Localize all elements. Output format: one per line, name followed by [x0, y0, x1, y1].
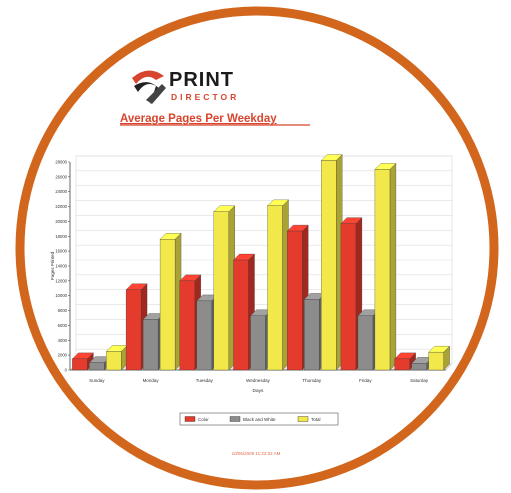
bar-black-and-white [142, 313, 165, 371]
bar-total [267, 199, 289, 371]
bar-front [357, 315, 374, 371]
bar-side [389, 163, 397, 371]
y-tick-label: 8000 [58, 308, 68, 313]
y-tick-label: 22000 [55, 204, 67, 209]
bar-total [428, 345, 451, 371]
bar-total [374, 163, 397, 371]
circle-frame [15, 6, 499, 490]
print-director-logo: PRINT DIRECTOR [132, 69, 239, 104]
y-tick-label: 12000 [55, 278, 67, 283]
bar-color [179, 274, 202, 371]
y-tick-label: 24000 [55, 189, 67, 194]
legend-label: Total [311, 417, 321, 422]
x-tick-label: Saturday [410, 378, 429, 383]
chart-legend: Color Black and White Total [179, 412, 339, 426]
x-tick-label: Wednesday [246, 378, 270, 383]
bar-front [196, 300, 212, 371]
y-axis-label: Pages Printed [50, 251, 55, 280]
legend-swatch [297, 416, 309, 422]
bar-color [125, 283, 148, 371]
bar-front [179, 280, 195, 371]
legend-swatch [229, 416, 241, 422]
x-axis-label: Days [253, 388, 265, 394]
bar-front [125, 289, 142, 371]
bar-front [213, 211, 229, 371]
y-tick-label: 10000 [55, 293, 67, 298]
bar-front [89, 362, 105, 371]
bar-front [321, 160, 337, 371]
bar-color [233, 253, 255, 371]
bar-front [394, 358, 410, 371]
bar-total [320, 154, 343, 371]
x-tick-label: Sunday [89, 378, 105, 383]
y-tick-label: 2000 [58, 353, 68, 358]
bar-front [106, 351, 122, 371]
y-tick-label: 0 [65, 368, 68, 373]
print-director-swoosh-icon [132, 70, 166, 104]
y-tick-label: 4000 [58, 338, 68, 343]
y-tick-label: 14000 [55, 264, 67, 269]
bar-front [142, 319, 159, 371]
x-tick-label: Thursday [302, 378, 322, 383]
bar-chart: 0 2000 4000 6000 8000 10000 12000 14000 16000 180… [50, 154, 453, 394]
legend-box [179, 412, 339, 426]
bar-front [250, 315, 266, 371]
bar-front [374, 169, 391, 371]
legend-swatch [184, 416, 196, 422]
y-tick-label: 28000 [55, 160, 67, 165]
y-tick-label: 26000 [55, 174, 67, 179]
x-tick-label: Tuesday [196, 378, 214, 383]
y-tick-label: 18000 [55, 234, 67, 239]
y-tick-label: 6000 [58, 323, 68, 328]
bar-front [159, 239, 176, 371]
legend-label: Black and White [243, 417, 276, 422]
bar-front [287, 230, 303, 371]
report-title: Average Pages Per Weekday [120, 113, 277, 125]
bar-front [233, 259, 249, 371]
y-tick-label: 16000 [55, 249, 67, 254]
report-footer: 10/06/2009 11:22:32 AM [232, 451, 281, 456]
bar-front [267, 205, 283, 371]
bar-front [72, 358, 88, 371]
bar-front [428, 352, 444, 371]
x-tick-label: Monday [143, 378, 160, 383]
bar-color [340, 217, 363, 371]
logo-word-print: PRINT [169, 69, 234, 91]
bar-total [159, 232, 182, 371]
logo-word-director: DIRECTOR [171, 92, 239, 102]
y-tick-label: 20000 [55, 219, 67, 224]
bar-color [394, 352, 417, 371]
bar-front [411, 363, 427, 371]
bar-total [105, 345, 128, 371]
legend-label: Color [198, 417, 209, 422]
bar-front [304, 299, 320, 371]
x-tick-label: Friday [359, 378, 372, 383]
bar-total [213, 205, 236, 371]
bar-front [340, 223, 357, 371]
